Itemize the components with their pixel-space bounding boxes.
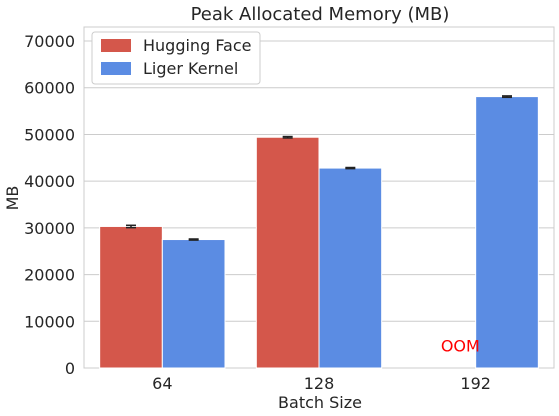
bar-liger-kernel-192 [475, 96, 539, 369]
oom-annotation: OOM [441, 337, 480, 356]
bar-hugging-face-128 [255, 136, 320, 369]
legend-label: Liger Kernel [143, 59, 238, 78]
y-tick-labels: 0 10000 20000 30000 40000 50000 60000 70000 [24, 32, 75, 378]
x-axis-label: Batch Size [278, 393, 362, 412]
y-tick-label: 60000 [24, 79, 75, 98]
y-tick-label: 70000 [24, 32, 75, 51]
y-tick-label: 50000 [24, 125, 75, 144]
y-tick-label: 40000 [24, 172, 75, 191]
x-tick-labels: 64 128 192 [152, 374, 491, 393]
error-bars [126, 95, 512, 241]
y-axis-label: MB [3, 186, 22, 211]
bar-liger-kernel-64 [161, 239, 226, 369]
y-tick-label: 0 [65, 359, 75, 378]
legend-box [91, 31, 261, 85]
legend-swatch [101, 62, 131, 75]
legend: Hugging Face Liger Kernel [91, 31, 261, 85]
y-tick-label: 20000 [24, 266, 75, 285]
annotations: OOM [441, 337, 480, 356]
chart-title: Peak Allocated Memory (MB) [191, 4, 450, 25]
bar-hugging-face-64 [99, 225, 163, 369]
bars [99, 96, 539, 369]
y-tick-label: 10000 [24, 312, 75, 331]
x-tick-label: 64 [152, 374, 172, 393]
bar-liger-kernel-128 [318, 167, 383, 369]
x-tick-label: 128 [304, 374, 335, 393]
x-tick-label: 192 [460, 374, 491, 393]
legend-label: Hugging Face [143, 36, 252, 55]
legend-swatch [101, 39, 131, 52]
y-tick-label: 30000 [24, 219, 75, 238]
